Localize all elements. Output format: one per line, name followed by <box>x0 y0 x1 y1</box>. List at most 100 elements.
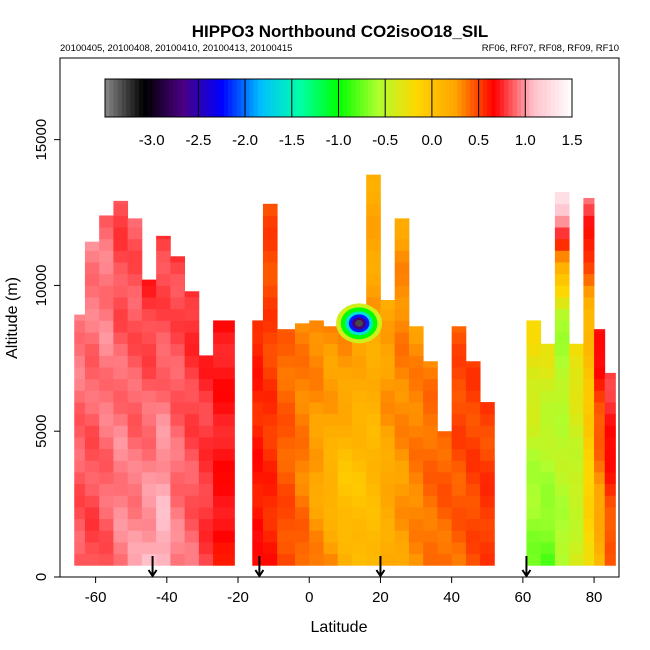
heatmap-cell <box>113 495 129 508</box>
heatmap-cell <box>74 413 86 426</box>
heatmap-cell <box>252 542 264 555</box>
heatmap-cell <box>604 483 616 496</box>
heatmap-cell <box>554 402 570 415</box>
heatmap-cell <box>156 343 171 356</box>
heatmap-cell <box>394 472 410 485</box>
heatmap-cell <box>394 413 410 426</box>
heatmap-cell <box>394 285 410 298</box>
heatmap-cell <box>337 542 353 555</box>
heatmap-cell <box>366 413 381 426</box>
heatmap-cell <box>74 483 86 496</box>
colorbar-swatch <box>291 79 297 117</box>
heatmap-cell <box>213 332 235 345</box>
heatmap-cell <box>351 355 367 368</box>
heatmap-cell <box>252 495 264 508</box>
colorbar-swatch <box>105 79 110 117</box>
heatmap-cell <box>604 553 616 566</box>
heatmap-cell <box>323 483 339 496</box>
heatmap-cell <box>394 437 410 450</box>
heatmap-cell <box>141 553 157 566</box>
heatmap-cell <box>277 390 296 403</box>
heatmap-cell <box>99 227 114 240</box>
heatmap-cell <box>113 262 129 275</box>
colorbar-swatch <box>380 79 386 117</box>
colorbar-swatch <box>521 79 526 117</box>
heatmap-cell <box>380 530 396 543</box>
heatmap-cell <box>156 390 171 403</box>
colorbar-swatch <box>529 79 535 117</box>
heatmap-cell <box>380 518 396 531</box>
heatmap-cell <box>262 227 278 240</box>
heatmap-cell <box>74 542 86 555</box>
heatmap-cell <box>583 320 595 333</box>
heatmap-cell <box>569 483 584 496</box>
heatmap-cell <box>213 390 235 403</box>
heatmap-cell <box>252 402 264 415</box>
heatmap-cell <box>594 425 606 438</box>
heatmap-cell <box>277 425 296 438</box>
heatmap-cell <box>594 355 606 368</box>
colorbar-tick-label: 0.5 <box>468 132 489 149</box>
heatmap-cell <box>451 378 467 391</box>
heatmap-cell <box>127 437 143 450</box>
heatmap-cell <box>366 262 381 275</box>
heatmap-cell <box>141 378 157 391</box>
heatmap-cell <box>380 320 396 333</box>
colorbar-swatch <box>419 79 424 117</box>
heatmap-cell <box>156 235 171 240</box>
heatmap-cell <box>583 378 595 391</box>
heatmap-cell <box>170 262 186 275</box>
colorbar-swatch <box>512 79 518 117</box>
heatmap-cell <box>74 378 86 391</box>
heatmap-cell <box>526 495 542 508</box>
heatmap-cell <box>141 279 157 286</box>
colorbar-swatch <box>516 79 522 117</box>
heatmap-cell <box>213 530 235 543</box>
chart-subtitle-left: 20100405, 20100408, 20100410, 20100413, … <box>60 43 292 54</box>
heatmap-cell <box>337 483 353 496</box>
colorbar-swatch <box>317 79 323 117</box>
heatmap-cell <box>170 530 186 543</box>
heatmap-cell <box>198 355 214 368</box>
heatmap-cell <box>252 378 264 391</box>
heatmap-cell <box>198 402 214 415</box>
colorbar-swatch <box>563 79 569 117</box>
chart-title: HIPPO3 Northbound CO2isoO18_SIL <box>192 22 489 41</box>
heatmap-cell <box>277 355 296 368</box>
heatmap-cell <box>294 542 310 555</box>
heatmap-cell <box>141 343 157 356</box>
heatmap-cell <box>323 542 339 555</box>
heatmap-cell <box>127 507 143 520</box>
heatmap-cell <box>526 460 542 473</box>
heatmap-cell <box>554 507 570 520</box>
heatmap-cell <box>262 437 278 450</box>
y-axis: 0 5000 10000 15000 <box>33 119 60 581</box>
heatmap-cell <box>294 530 310 543</box>
heatmap-cell <box>380 542 396 555</box>
x-tick-label: -60 <box>85 589 107 606</box>
heatmap-cell <box>594 495 606 508</box>
heatmap-cell <box>262 250 278 263</box>
colorbar-swatch <box>232 79 238 117</box>
colorbar-swatch <box>206 79 212 117</box>
colorbar-swatch <box>109 79 114 117</box>
heatmap-cell <box>465 361 481 368</box>
heatmap-cell <box>437 518 453 531</box>
heatmap-cell <box>351 437 367 450</box>
heatmap-cell <box>141 507 157 520</box>
heatmap-cell <box>583 413 595 426</box>
colorbar-swatch <box>538 79 543 117</box>
heatmap-cell <box>480 553 495 566</box>
heatmap-cell <box>526 472 542 485</box>
heatmap-cell <box>141 297 157 310</box>
heatmap-cell <box>113 542 129 555</box>
heatmap-cell <box>323 472 339 485</box>
heatmap-cell <box>127 542 143 555</box>
heatmap-cell <box>127 425 143 438</box>
heatmap-cell <box>366 273 381 286</box>
heatmap-cell <box>198 530 214 543</box>
heatmap-cell <box>465 495 481 508</box>
heatmap-cell <box>262 495 278 508</box>
heatmap-cell <box>394 495 410 508</box>
heatmap-cell <box>366 460 381 473</box>
